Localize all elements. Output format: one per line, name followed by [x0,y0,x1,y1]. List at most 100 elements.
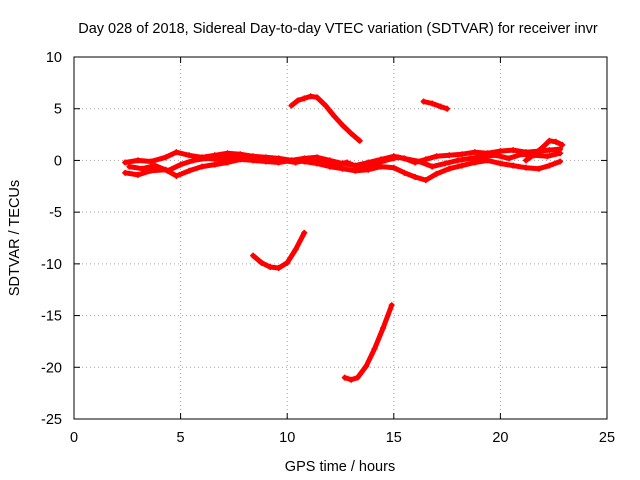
data-point [546,162,553,169]
data-point [307,93,314,100]
data-point [339,165,346,172]
data-point [552,138,559,145]
data-point [348,130,355,137]
data-point [250,252,257,259]
data-point [314,94,321,101]
data-point [535,165,542,172]
x-tick-label: 10 [279,430,295,446]
data-point [318,157,325,164]
data-point [422,177,429,184]
data-point [380,324,387,331]
data-point [331,112,338,119]
data-point [557,150,564,157]
data-point [363,363,370,370]
x-tick-label: 25 [599,430,615,446]
data-point [546,137,553,144]
data-point [437,103,444,110]
data-point [446,165,453,172]
series-line [342,302,395,383]
data-point [531,151,538,158]
data-point [275,264,282,271]
data-point [152,162,159,169]
data-point [134,171,141,178]
x-tick-label: 15 [386,430,402,446]
data-series [122,93,566,383]
series-line [126,150,563,174]
data-point [459,162,466,169]
data-point [429,163,436,170]
track-steep [341,302,395,383]
data-point [147,158,154,165]
data-point [540,143,547,150]
data-point [258,259,265,266]
data-point [134,157,141,164]
data-point [412,173,419,180]
data-point [267,156,274,163]
y-tick-label: 10 [46,50,62,66]
data-point [416,158,423,165]
data-point [369,161,376,168]
data-point [433,153,440,160]
data-point [190,157,197,164]
data-point [510,147,517,154]
data-point [510,162,517,169]
data-point [343,159,350,166]
data-point [279,157,286,164]
data-point [224,150,231,157]
data-point [522,157,529,164]
data-point [420,98,427,105]
data-point [203,155,210,162]
data-point [254,157,261,164]
data-point [186,152,193,159]
data-point [339,122,346,129]
data-point [444,105,451,112]
y-tick-label: -20 [41,360,62,376]
data-point [322,102,329,109]
data-point [429,100,436,107]
y-tick-label: 5 [54,102,62,118]
data-point [348,376,355,383]
data-point [241,155,248,162]
data-point [354,374,361,381]
data-point [467,155,474,162]
data-point [471,159,478,166]
track-band-middle [126,150,564,174]
track-short-upper [420,98,451,112]
chart-title: Day 028 of 2018, Sidereal Day-to-day VTE… [78,21,598,37]
data-point [371,345,378,352]
data-point [378,163,385,170]
data-point [493,152,500,159]
data-point [480,153,487,160]
y-tick-label: -5 [49,205,62,221]
data-point [356,137,363,144]
track-hump [288,93,363,144]
y-tick-label: 0 [54,153,62,169]
data-point [433,170,440,177]
data-point [292,159,299,166]
data-point [267,263,274,270]
data-point [441,160,448,167]
data-point [215,156,222,163]
data-point [126,163,133,170]
track-band-lower [122,156,564,184]
data-point [454,157,461,164]
data-point [401,169,408,176]
data-point [173,172,180,179]
data-point [177,161,184,168]
y-tick-label: -15 [41,309,62,325]
data-point [518,151,525,158]
data-point [162,154,169,161]
data-point [459,151,466,158]
data-point [198,163,205,170]
data-point [186,167,193,174]
x-tick-label: 20 [492,430,508,446]
y-tick-label: -25 [41,412,62,428]
data-point [388,302,395,309]
grid-lines [74,57,607,419]
x-tick-label: 5 [177,430,185,446]
data-point [294,97,301,104]
data-point [522,164,529,171]
x-axis-label: GPS time / hours [285,459,395,475]
data-point [122,159,129,166]
